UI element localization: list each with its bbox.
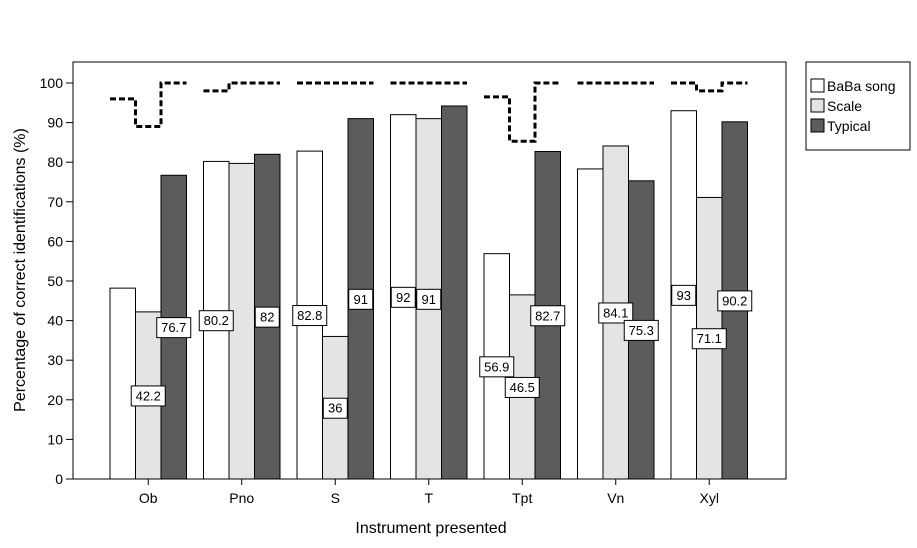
x-tick-label-Pno: Pno — [229, 490, 254, 506]
y-tick-label-50: 50 — [47, 273, 63, 289]
x-tick-label-Vn: Vn — [607, 490, 624, 506]
data-label-box-Vn-scale — [598, 302, 634, 324]
data-label-box-Xyl-typical — [717, 290, 753, 312]
reference-line-Xyl — [671, 81, 748, 93]
data-label-box-S-baba-song — [292, 305, 328, 327]
legend-label-typical: Typical — [827, 118, 871, 134]
data-label-Ob-scale: 42.2 — [136, 388, 161, 403]
data-label-Ob-typical: 76.7 — [161, 320, 186, 335]
data-label-box-Pno-baba-song — [198, 310, 234, 332]
legend-label-scale: Scale — [827, 98, 862, 114]
data-label-Tpt-typical: 82.7 — [535, 308, 560, 323]
y-tick-label-60: 60 — [47, 233, 63, 249]
y-tick-label-90: 90 — [47, 115, 63, 131]
data-label-Tpt-scale: 46.5 — [510, 380, 535, 395]
y-tick-label-30: 30 — [47, 352, 63, 368]
x-tick-label-S: S — [331, 490, 340, 506]
legend: BaBa song Scale Typical — [805, 61, 911, 151]
y-tick-label-10: 10 — [47, 431, 63, 447]
legend-swatch-scale — [810, 98, 825, 113]
data-label-Xyl-baba-song: 93 — [677, 288, 691, 303]
data-label-Xyl-scale: 71.1 — [697, 331, 722, 346]
data-label-box-Xyl-scale — [691, 328, 727, 350]
y-tick-label-40: 40 — [47, 313, 63, 329]
y-tick-label-80: 80 — [47, 154, 63, 170]
legend-swatch-typical — [810, 118, 825, 133]
data-label-Tpt-baba-song: 56.9 — [484, 359, 509, 374]
bar-T-typical — [441, 105, 468, 480]
data-label-box-S-scale — [322, 397, 348, 419]
reference-line-Pno — [203, 81, 280, 93]
y-tick-label-70: 70 — [47, 194, 63, 210]
data-label-box-Ob-typical — [156, 317, 192, 339]
reference-line-Ob — [110, 81, 187, 129]
data-label-box-Pno-typical — [254, 306, 280, 328]
data-label-box-Vn-typical — [623, 319, 659, 341]
data-label-T-scale: 91 — [422, 292, 436, 307]
data-label-box-Ob-scale — [130, 385, 166, 407]
data-label-box-T-scale — [416, 288, 442, 310]
data-label-Vn-scale: 84.1 — [603, 305, 628, 320]
data-label-Xyl-typical: 90.2 — [722, 293, 747, 308]
data-label-box-T-baba-song — [390, 286, 416, 308]
data-label-Pno-baba-song: 80.2 — [204, 313, 229, 328]
reference-line-layer — [110, 81, 748, 143]
data-labels-layer: 80.2 82.8 92 56.9 93 42.2 36 91 46.5 84.1 71.1 76.7… — [130, 284, 753, 419]
y-tick-label-0: 0 — [55, 471, 63, 487]
y-axis-title: Percentage of correct identifications (%… — [12, 128, 29, 412]
data-label-T-baba-song: 92 — [396, 290, 410, 305]
data-label-S-baba-song: 82.8 — [297, 308, 322, 323]
data-label-S-typical: 91 — [354, 292, 368, 307]
data-label-box-Xyl-baba-song — [671, 284, 697, 306]
x-tick-label-Tpt: Tpt — [512, 490, 532, 506]
y-tick-label-20: 20 — [47, 392, 63, 408]
bar-Ob-baba-song — [109, 287, 136, 480]
data-label-box-Tpt-typical — [530, 305, 566, 327]
data-label-S-scale: 36 — [328, 401, 342, 416]
bar-Vn-baba-song — [577, 168, 604, 480]
legend-swatch-baba-song — [810, 78, 825, 93]
axes-layer: 0 10 20 30 40 50 60 70 80 90 100 Ob Pno S T Tpt Vn Xyl — [40, 75, 719, 506]
data-label-Pno-typical: 82 — [260, 310, 274, 325]
reference-line-Tpt — [484, 81, 561, 143]
x-tick-label-T: T — [424, 490, 433, 506]
y-tick-label-100: 100 — [40, 75, 64, 91]
data-label-box-S-typical — [348, 288, 374, 310]
data-label-box-Tpt-scale — [504, 376, 540, 398]
data-label-box-Tpt-baba-song — [479, 356, 515, 378]
x-tick-label-Ob: Ob — [139, 490, 158, 506]
x-tick-label-Xyl: Xyl — [700, 490, 719, 506]
x-axis-title: Instrument presented — [355, 520, 506, 537]
legend-label-baba-song: BaBa song — [827, 78, 896, 94]
data-label-Vn-typical: 75.3 — [629, 323, 654, 338]
